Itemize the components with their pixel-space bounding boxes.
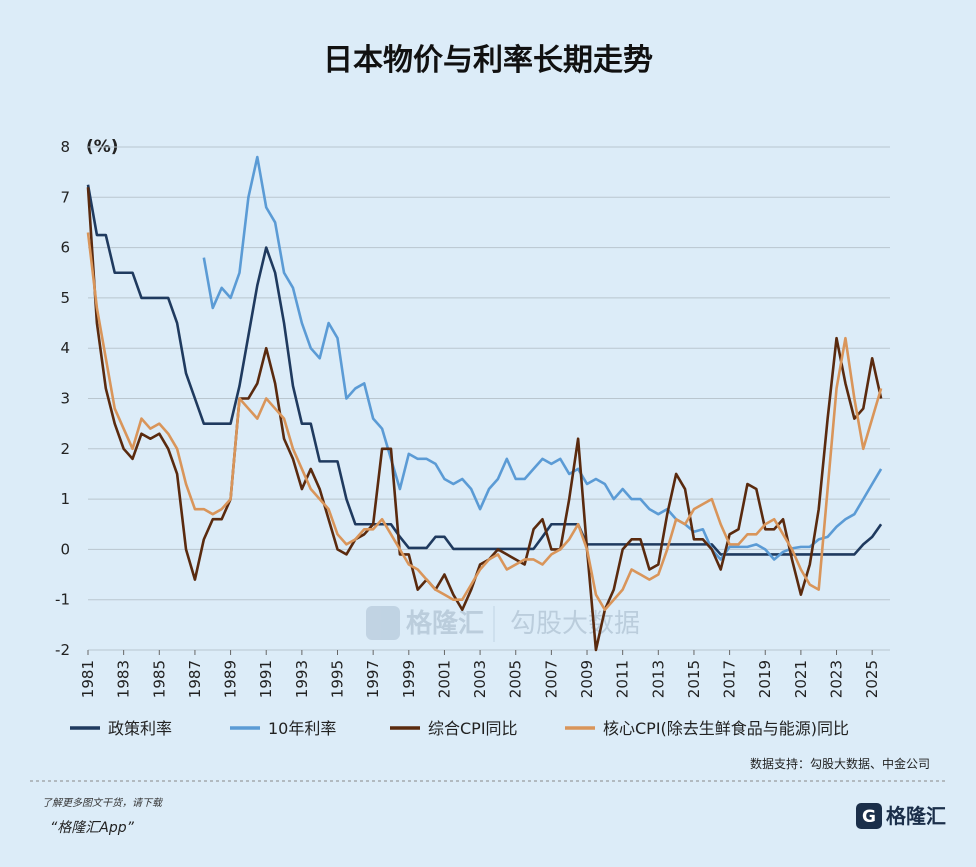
x-tick-label: 1995 [329,660,347,698]
x-axis: 1981 1983 1985 1987 1989 1991 1993 1995 1997 1999… [79,650,881,698]
y-tick-label: 3 [60,390,70,408]
x-tick-label: 2023 [828,660,846,698]
lines [86,155,883,652]
x-tick-label: 2021 [792,660,810,698]
x-tick-label: 2015 [685,660,703,698]
legend: 政策利率 10年利率 综合CPI同比 核心CPI(除去生鲜食品与能源)同比 [70,719,849,738]
logo-icon [856,803,882,829]
y-tick-label: 1 [60,490,70,508]
series-line [86,184,883,556]
watermark: 格隆汇 勾股大数据 [366,606,640,642]
legend-label: 政策利率 [108,719,172,738]
x-tick-label: 1999 [400,660,418,698]
logo-text: 格隆汇 [886,804,946,828]
series-line [202,155,883,561]
logo-icon-letter: G [862,807,876,827]
series-line [86,232,883,612]
x-tick-label: 1993 [293,660,311,698]
watermark-icon [366,606,400,640]
x-tick-label: 1989 [222,660,240,698]
watermark-text: 格隆汇 [406,608,484,639]
grid: -2 -1 0 1 2 3 4 5 6 7 8 [55,138,890,659]
x-tick-label: 2019 [756,660,774,698]
legend-label: 核心CPI(除去生鲜食品与能源)同比 [603,719,849,738]
x-tick-label: 1991 [257,660,275,698]
x-tick-label: 2001 [435,660,453,698]
x-tick-label: 1981 [79,660,97,698]
x-tick-label: 1987 [186,660,204,698]
watermark-text: 勾股大数据 [510,609,640,639]
y-tick-label: 8 [60,138,70,156]
x-tick-label: 2003 [471,660,489,698]
footer-line: 了解更多图文干货，请下载 [42,797,164,809]
y-tick-label: 0 [60,540,70,558]
x-tick-label: 1997 [364,660,382,698]
x-tick-label: 2017 [721,660,739,698]
x-tick-label: 2011 [614,660,632,698]
x-tick-label: 1985 [150,660,168,698]
legend-label: 综合CPI同比 [428,719,518,738]
chart-title: 日本物价与利率长期走势 [323,43,653,78]
y-tick-label: -1 [55,591,70,609]
y-tick-label: 2 [60,440,70,458]
x-tick-label: 2025 [863,660,881,698]
y-tick-label: -2 [55,641,70,659]
x-tick-label: 1983 [115,660,133,698]
x-tick-label: 2009 [578,660,596,698]
x-tick-label: 2013 [649,660,667,698]
footer-app: “格隆汇App” [50,820,135,836]
x-tick-label: 2007 [542,660,560,698]
y-tick-label: 7 [60,188,70,206]
legend-label: 10年利率 [268,719,336,738]
y-tick-label: 5 [60,289,70,307]
source: 数据支持：勾股大数据、中金公司 [750,756,930,771]
series-line [86,187,883,652]
x-tick-label: 2005 [507,660,525,698]
y-tick-label: 6 [60,239,70,257]
y-tick-label: 4 [60,339,70,357]
